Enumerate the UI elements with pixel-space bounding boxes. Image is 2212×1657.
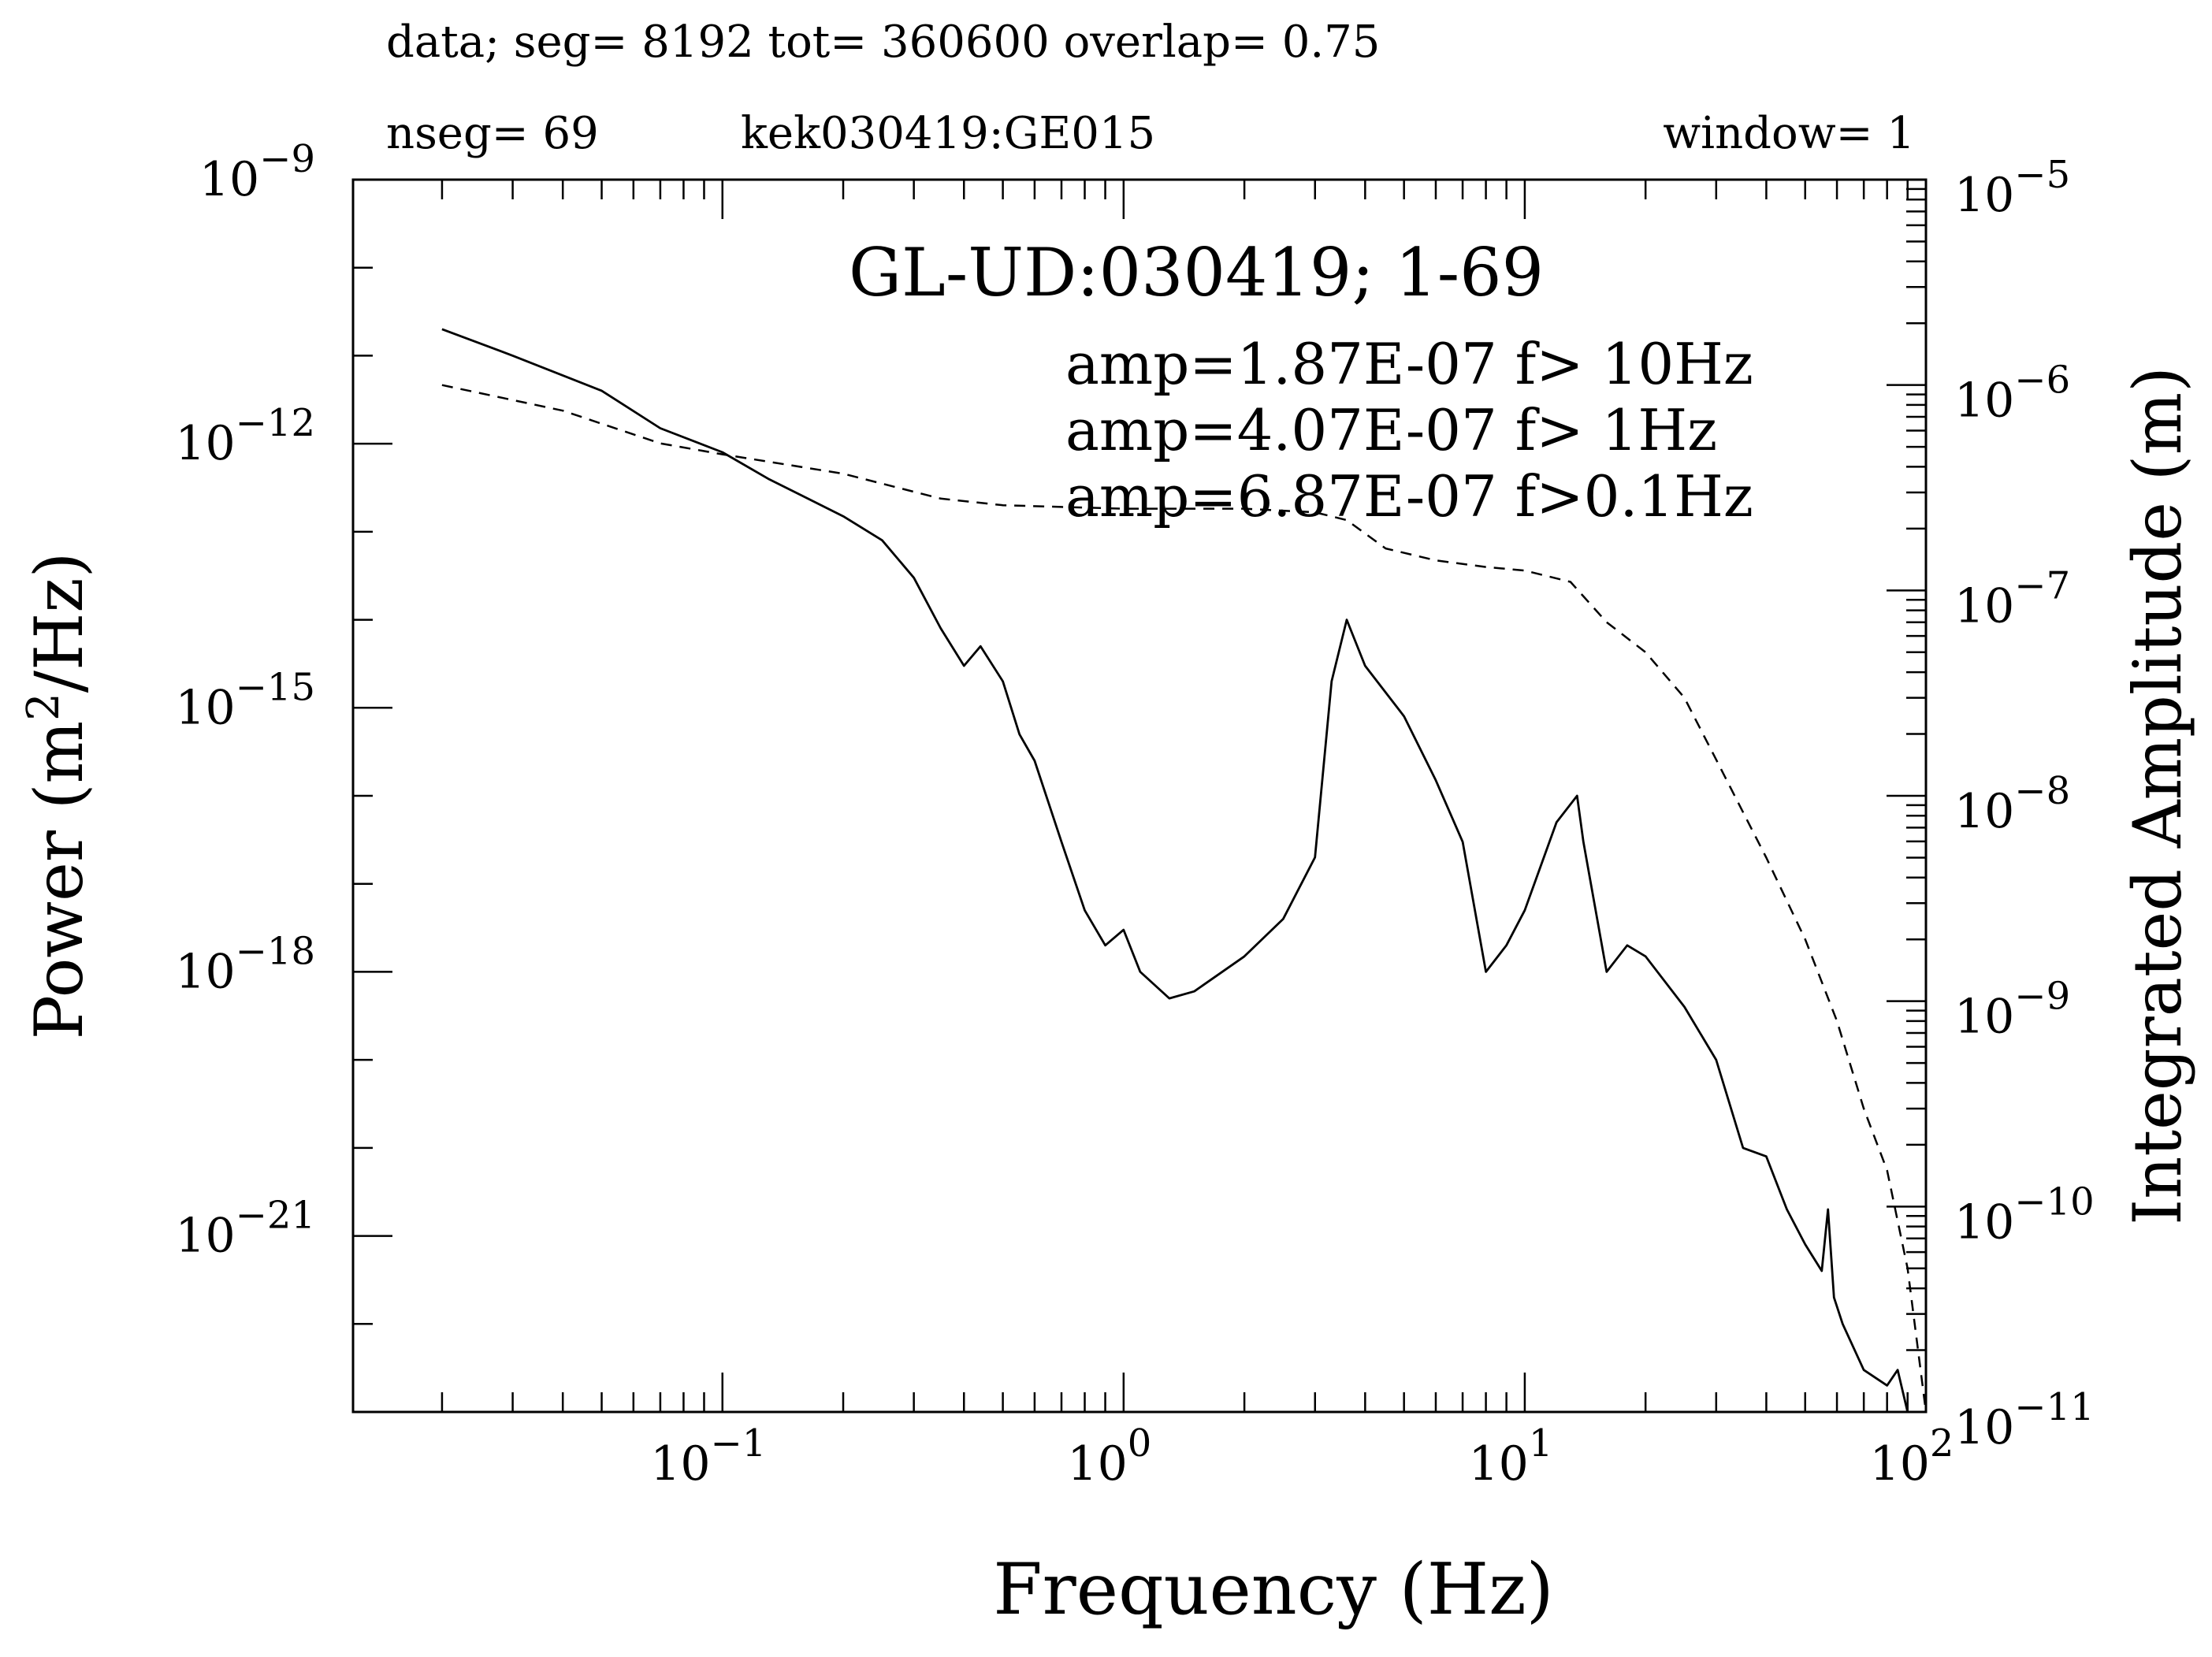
x-tick-label: 102: [1870, 1421, 1954, 1492]
annotation-amp-1hz: amp=4.07E-07 f> 1Hz: [1065, 397, 1717, 463]
series-solid-0: [441, 328, 1917, 1414]
y-tick-label: 10−9: [199, 137, 315, 207]
x-tick-labels: 10−1 100 101 102: [650, 1421, 1954, 1492]
y-axis-label-prefix: Power (m: [20, 721, 98, 1040]
y2-tick-label: 10−8: [1954, 769, 2070, 839]
y-tick-label: 10−12: [175, 401, 315, 471]
series-group: [441, 328, 1928, 1414]
y-tick-label: 10−21: [175, 1194, 315, 1264]
y2-axis-label: Integrated Amplitude (m): [2119, 366, 2196, 1225]
header-run-id: kek030419:GE015: [741, 108, 1155, 159]
x-axis-label: Frequency (Hz): [993, 1548, 1554, 1631]
annotation-amp-10hz: amp=1.87E-07 f> 10Hz: [1065, 331, 1753, 397]
chart-title: GL-UD:030419; 1-69: [849, 234, 1544, 311]
header-nseg: nseg= 69: [386, 108, 599, 159]
y2-tick-label: 10−5: [1954, 153, 2070, 223]
x-tick-label: 101: [1468, 1421, 1552, 1492]
annotation-amp-01hz: amp=6.87E-07 f>0.1Hz: [1065, 463, 1753, 529]
y-axis-label-suffix: /Hz): [20, 552, 98, 693]
header-window: window= 1: [1663, 108, 1915, 159]
y2-tick-label: 10−6: [1954, 359, 2070, 429]
y2-tick-label: 10−10: [1954, 1180, 2095, 1250]
y-tick-label: 10−18: [175, 929, 315, 999]
x-tick-label: 10−1: [650, 1421, 766, 1492]
y-tick-labels: 10−9 10−12 10−15 10−18 10−21: [175, 137, 315, 1264]
y-tick-label: 10−15: [175, 665, 315, 735]
y2-tick-labels: 10−5 10−6 10−7 10−8 10−9 10−10 10−11: [1954, 153, 2095, 1455]
y-axis-label: Power (m2/Hz): [18, 552, 98, 1040]
series-dashed-1: [441, 384, 1928, 1413]
header-line1: data; seg= 8192 tot= 360600 overlap= 0.7…: [386, 17, 1380, 68]
x-tick-label: 100: [1067, 1421, 1151, 1492]
y-axis-label-sup: 2: [18, 693, 69, 721]
y2-tick-label: 10−11: [1954, 1385, 2095, 1455]
y2-tick-label: 10−7: [1954, 563, 2070, 633]
tick-marks: [353, 178, 1928, 1414]
y2-tick-label: 10−9: [1954, 975, 2070, 1045]
